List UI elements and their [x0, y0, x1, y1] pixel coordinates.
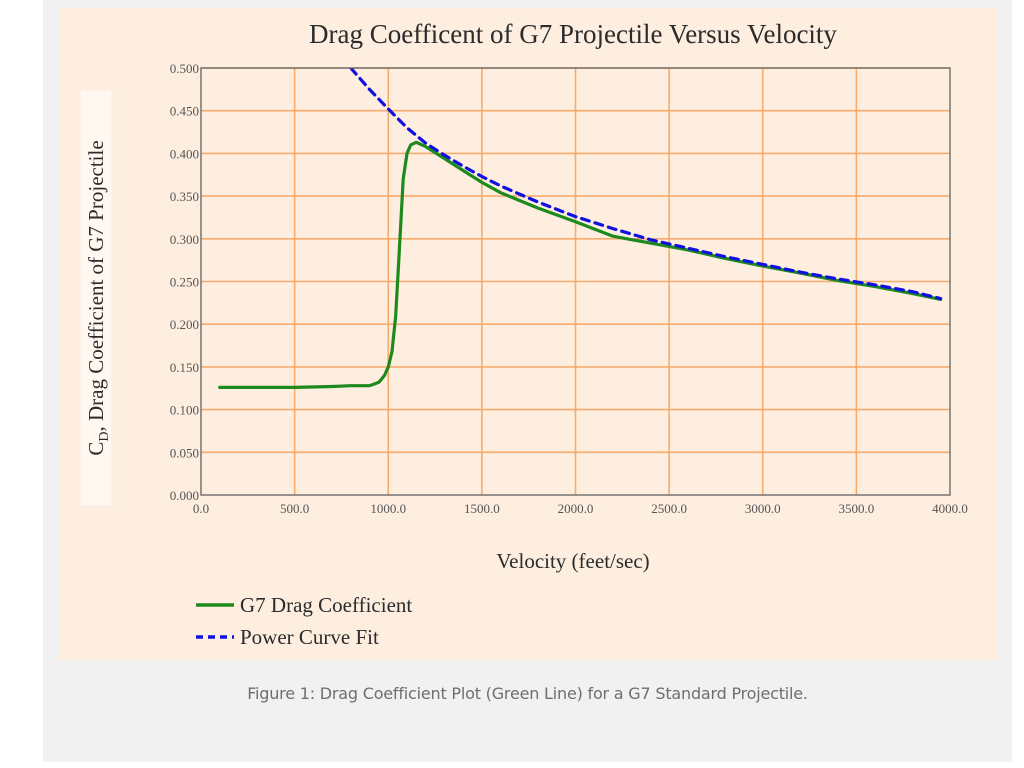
y-tick-label: 0.300: [170, 232, 199, 247]
y-tick-label: 0.450: [170, 104, 199, 119]
y-axis-label-rest: , Drag Coefficient of G7 Projectile: [84, 140, 108, 431]
x-axis-label: Velocity (feet/sec): [496, 549, 649, 573]
x-tick-label: 3000.0: [745, 501, 781, 516]
legend: G7 Drag Coefficient Power Curve Fit: [196, 593, 412, 649]
y-tick-labels: 0.000 0.050 0.100 0.150 0.200 0.250 0.300 0.350…: [170, 61, 199, 503]
drag-coefficient-chart: Drag Coefficent of G7 Projectile Versus …: [79, 19, 968, 649]
y-tick-label: 0.250: [170, 275, 199, 290]
legend-label-g7: G7 Drag Coefficient: [240, 593, 412, 617]
axes: [200, 67, 951, 496]
legend-label-fit: Power Curve Fit: [240, 625, 379, 649]
x-tick-labels: 0.0 500.0 1000.0 1500.0 2000.0 2500.0 3000.0 35…: [193, 501, 968, 516]
legend-item-fit: Power Curve Fit: [196, 625, 379, 649]
y-tick-label: 0.400: [170, 146, 199, 161]
x-tick-label: 4000.0: [932, 501, 968, 516]
y-tick-label: 0.500: [170, 61, 199, 76]
y-tick-label: 0.150: [170, 360, 199, 375]
figure-caption: Figure 1: Drag Coefficient Plot (Green L…: [247, 684, 808, 703]
y-tick-label: 0.000: [170, 488, 199, 503]
x-tick-label: 500.0: [280, 501, 309, 516]
chart-title: Drag Coefficent of G7 Projectile Versus …: [309, 19, 837, 49]
x-tick-label: 2000.0: [558, 501, 594, 516]
y-tick-label: 0.100: [170, 403, 199, 418]
series-line-fit: [349, 68, 943, 301]
series-layer: [218, 68, 943, 389]
plot-frame: [200, 67, 951, 496]
x-tick-label: 2500.0: [651, 501, 687, 516]
y-tick-label: 0.200: [170, 317, 199, 332]
y-axis-label-main: C: [84, 442, 108, 456]
y-axis-label-sub: D: [97, 432, 112, 442]
legend-item-g7: G7 Drag Coefficient: [196, 593, 412, 617]
x-tick-label: 3500.0: [839, 501, 875, 516]
y-tick-label: 0.050: [170, 445, 199, 460]
y-tick-label: 0.350: [170, 189, 199, 204]
x-tick-label: 1500.0: [464, 501, 500, 516]
series-line-g7: [218, 140, 943, 389]
y-axis-label: CD, Drag Coefficient of G7 Projectile: [84, 140, 112, 455]
y-axis-label-box: [79, 89, 113, 507]
x-tick-label: 0.0: [193, 501, 209, 516]
x-tick-label: 1000.0: [370, 501, 406, 516]
figure-panel: Drag Coefficent of G7 Projectile Versus …: [60, 8, 998, 660]
y-axis-label-group: CD, Drag Coefficient of G7 Projectile: [79, 89, 113, 507]
